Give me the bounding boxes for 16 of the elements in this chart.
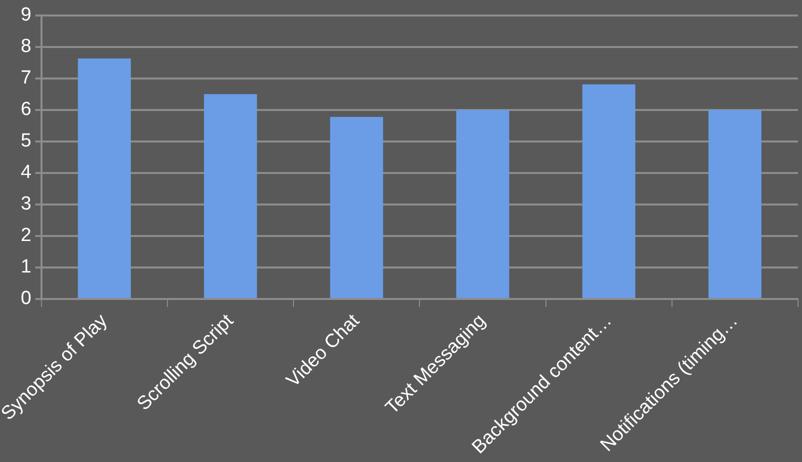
y-tick-label: 5 — [20, 130, 32, 152]
y-tick-label: 2 — [20, 225, 32, 246]
bar — [78, 58, 131, 298]
y-tick-label: 7 — [20, 68, 32, 89]
y-tick-label: 9 — [20, 4, 32, 26]
y-tick-label: 3 — [20, 194, 32, 215]
y-tick-label: 1 — [20, 256, 32, 278]
y-tick-label: 6 — [20, 99, 32, 120]
bar — [330, 116, 384, 298]
bar — [204, 94, 257, 298]
bar — [582, 84, 636, 298]
bar — [708, 110, 762, 298]
bar — [456, 110, 510, 298]
y-tick-label: 0 — [20, 288, 32, 310]
y-tick-label: 8 — [20, 36, 32, 58]
y-tick-label: 4 — [20, 162, 32, 184]
